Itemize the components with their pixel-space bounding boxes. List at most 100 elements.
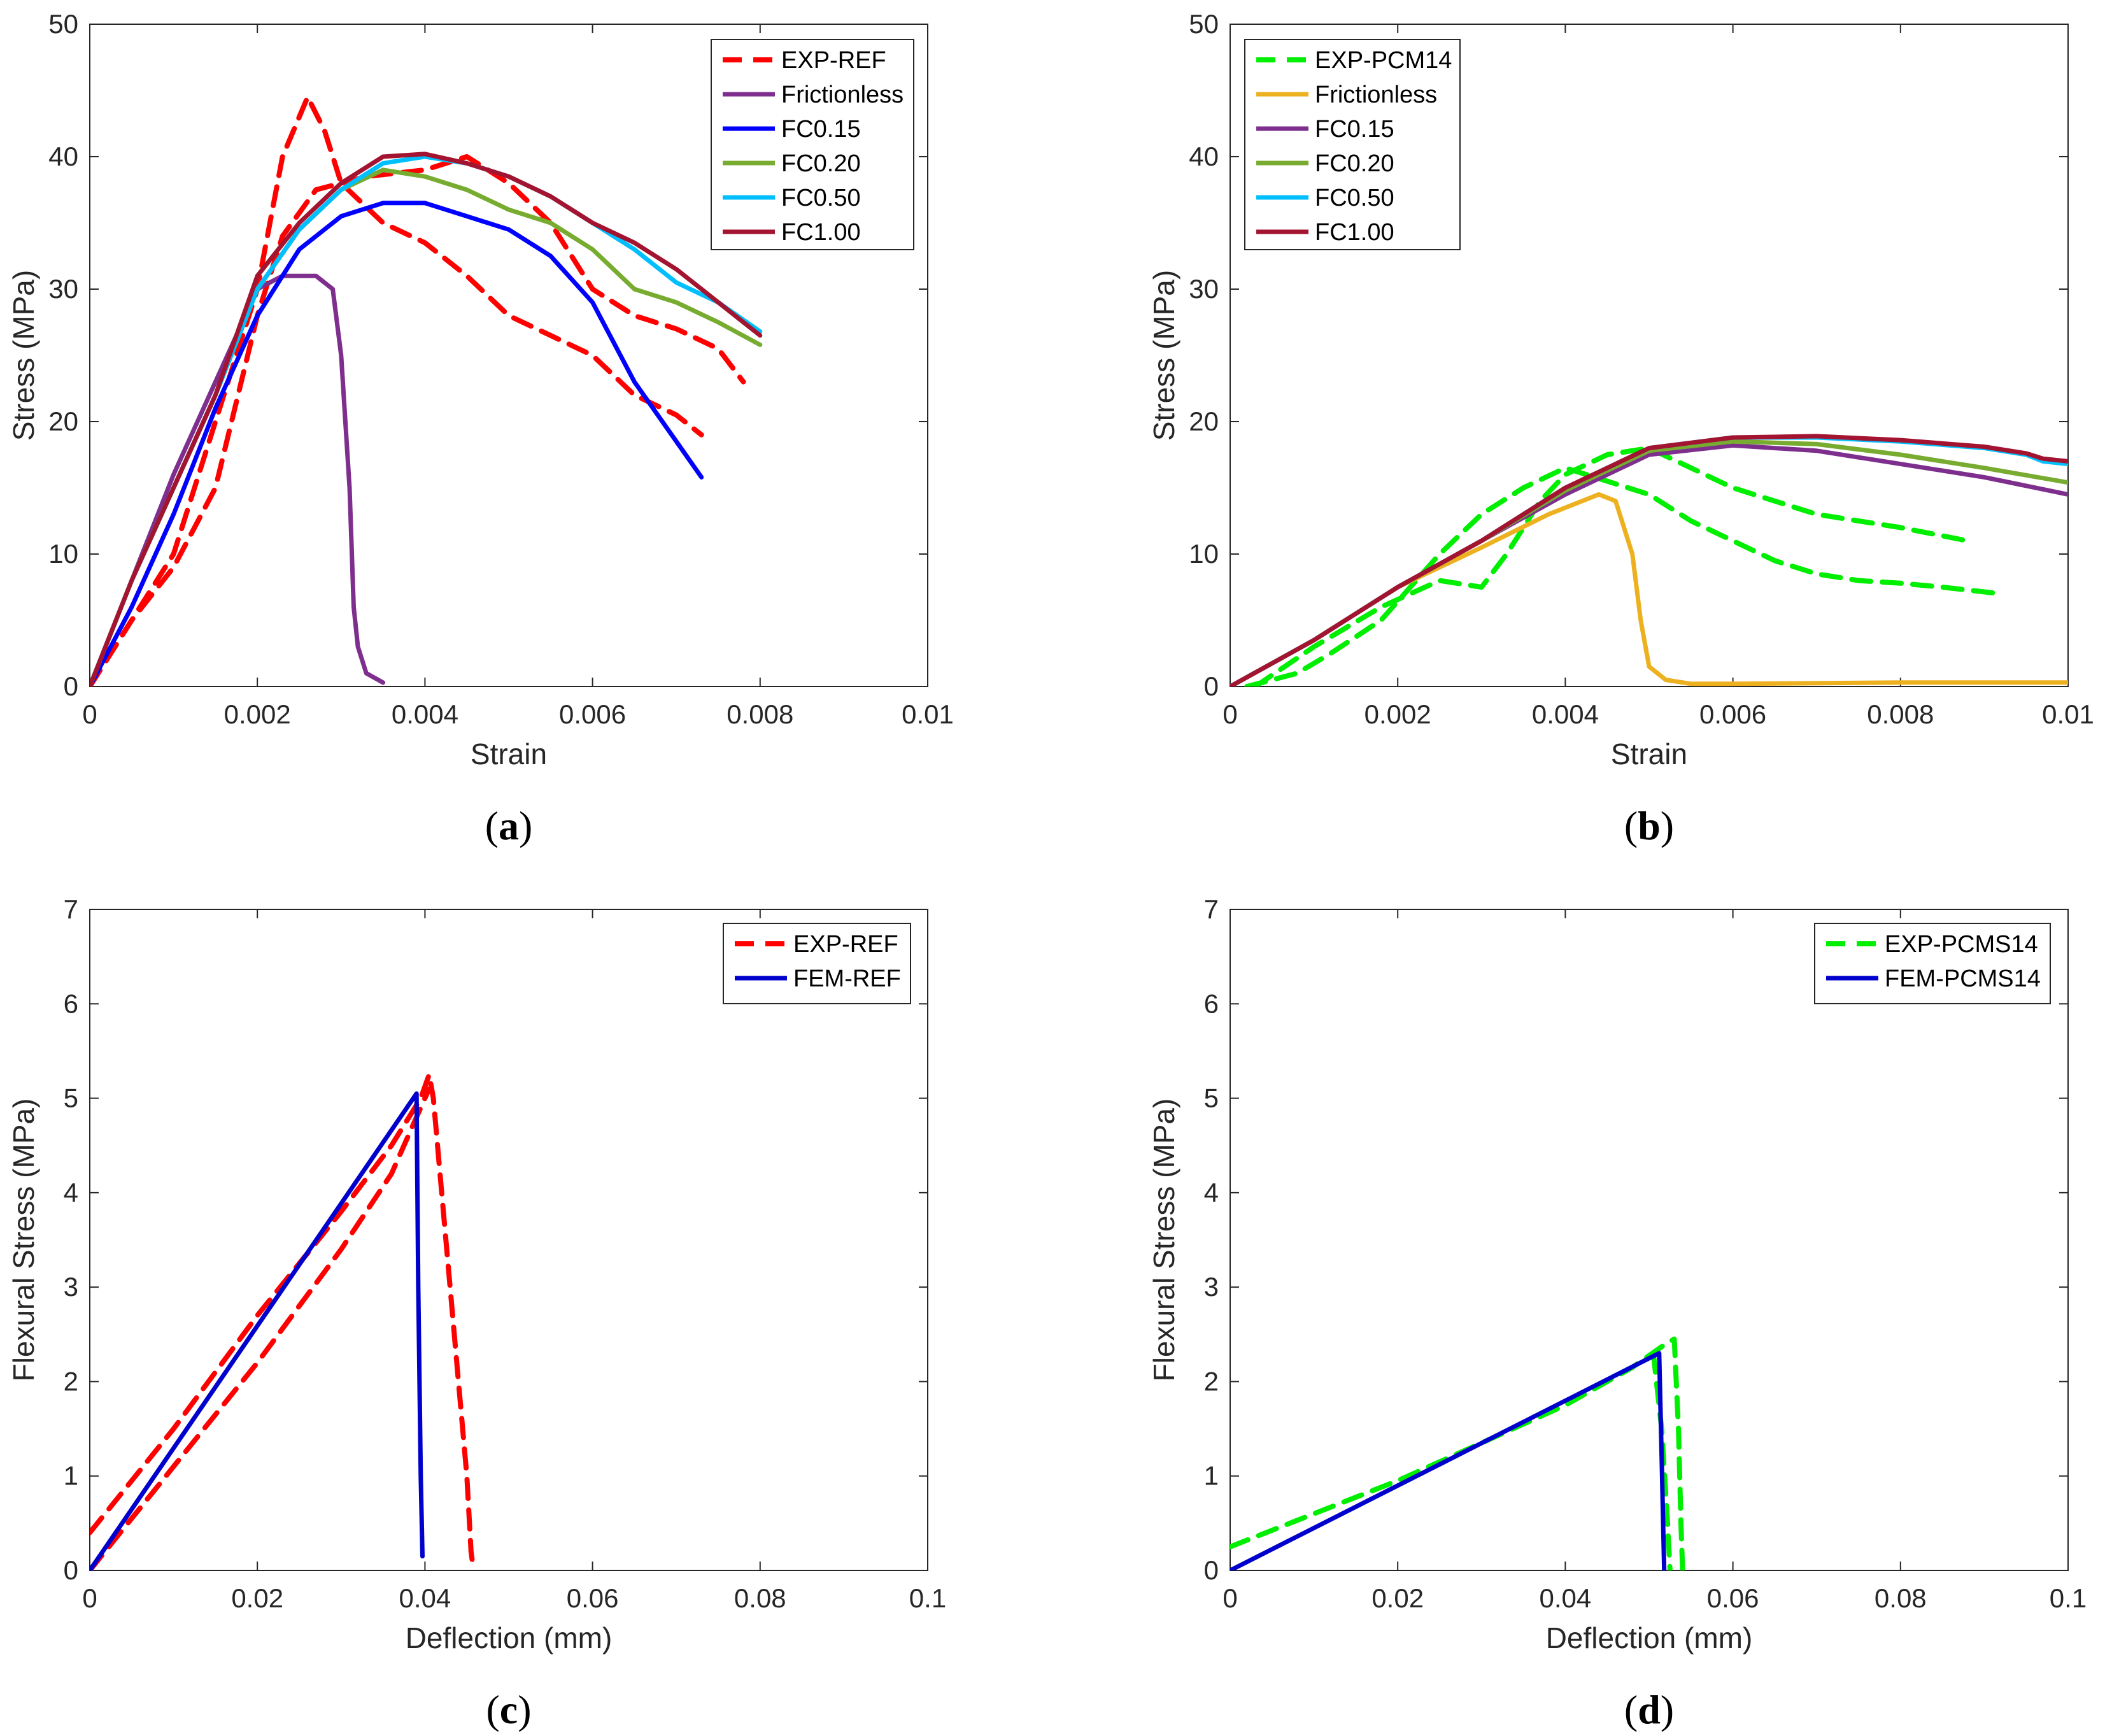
x-axis-label: Deflection (mm) bbox=[1546, 1621, 1753, 1654]
x-tick-label: 0.008 bbox=[726, 699, 793, 729]
y-tick-label: 0 bbox=[64, 1555, 78, 1585]
y-axis-label: Flexural Stress (MPa) bbox=[7, 1099, 40, 1382]
legend-box bbox=[1244, 39, 1461, 250]
legend-label: FC0.50 bbox=[781, 185, 861, 211]
x-tick-label: 0.06 bbox=[1707, 1583, 1759, 1613]
y-tick-label: 10 bbox=[48, 539, 78, 569]
x-tick-label: 0.006 bbox=[1699, 699, 1766, 729]
y-tick-label: 5 bbox=[1204, 1083, 1219, 1113]
legend-box bbox=[1814, 923, 2051, 1004]
y-tick-label: 40 bbox=[48, 141, 78, 171]
y-axis-label: Stress (MPa) bbox=[1147, 270, 1180, 441]
legend: EXP-REF FEM-REF bbox=[723, 923, 911, 1004]
series-line-fc1-00 bbox=[1230, 434, 2068, 687]
x-tick-label: 0.006 bbox=[559, 699, 626, 729]
x-tick-label: 0.002 bbox=[1364, 699, 1431, 729]
x-tick-label: 0.01 bbox=[902, 699, 954, 729]
legend-box bbox=[711, 39, 914, 250]
x-tick-label: 0.08 bbox=[734, 1583, 786, 1613]
series-line-exp-pcm14 bbox=[1252, 445, 1971, 687]
series-line-exp-pcm14 bbox=[1244, 465, 2004, 687]
y-tick-label: 20 bbox=[1189, 406, 1219, 436]
y-tick-label: 4 bbox=[1204, 1177, 1219, 1207]
legend-box bbox=[723, 923, 911, 1004]
series-line-exp-ref bbox=[90, 1072, 476, 1570]
x-tick-label: 0.008 bbox=[1867, 699, 1934, 729]
y-tick-label: 20 bbox=[48, 406, 78, 436]
x-tick-label: 0 bbox=[82, 699, 97, 729]
legend: EXP-PCMS14 FEM-PCMS14 bbox=[1814, 923, 2051, 1004]
series-line-exp-ref bbox=[90, 154, 746, 687]
y-tick-label: 40 bbox=[1189, 141, 1219, 171]
chart-panel-d: 0 0.02 0.04 0.06 0.08 0.1 0 1 2 3 4 5 6 7 Deflection (… bbox=[1147, 894, 2087, 1732]
legend-label: FC1.00 bbox=[1315, 219, 1394, 246]
y-tick-label: 50 bbox=[1189, 9, 1219, 39]
y-tick-label: 6 bbox=[1204, 988, 1219, 1018]
legend-label: FC0.20 bbox=[1315, 150, 1394, 177]
legend-label: Frictionless bbox=[1315, 82, 1437, 108]
y-tick-label: 3 bbox=[64, 1272, 78, 1302]
series-group bbox=[1230, 1336, 1685, 1570]
x-tick-label: 0.004 bbox=[1532, 699, 1599, 729]
x-tick-label: 0.1 bbox=[2050, 1583, 2087, 1613]
series-line-fem-pcms14 bbox=[1230, 1351, 1667, 1570]
x-tick-label: 0.004 bbox=[392, 699, 458, 729]
legend-label: Frictionless bbox=[781, 82, 904, 108]
x-axis-label: Deflection (mm) bbox=[406, 1621, 613, 1654]
y-tick-label: 4 bbox=[64, 1177, 78, 1207]
series-line-fem-ref bbox=[90, 1091, 425, 1570]
y-axis-label: Stress (MPa) bbox=[7, 270, 40, 441]
y-tick-label: 10 bbox=[1189, 539, 1219, 569]
x-tick-label: 0.1 bbox=[909, 1583, 946, 1613]
y-tick-label: 7 bbox=[1204, 894, 1219, 924]
y-axis-label: Flexural Stress (MPa) bbox=[1147, 1099, 1180, 1382]
legend-label: FC0.20 bbox=[781, 150, 861, 177]
plot-area bbox=[1230, 909, 2069, 1571]
legend-label: FC1.00 bbox=[781, 219, 861, 246]
x-tick-label: 0.04 bbox=[399, 1583, 451, 1613]
plot-area bbox=[89, 909, 928, 1571]
x-tick-label: 0.04 bbox=[1540, 1583, 1592, 1613]
legend-label: FC0.15 bbox=[1315, 116, 1394, 143]
legend-label: FEM-PCMS14 bbox=[1885, 965, 2041, 992]
x-tick-label: 0.01 bbox=[2042, 699, 2094, 729]
y-tick-label: 2 bbox=[1204, 1366, 1219, 1396]
x-axis-label: Strain bbox=[1611, 737, 1687, 771]
x-tick-label: 0.08 bbox=[1875, 1583, 1927, 1613]
panel-caption: (b) bbox=[1624, 803, 1674, 848]
x-tick-label: 0.06 bbox=[567, 1583, 619, 1613]
series-group bbox=[90, 1072, 476, 1570]
y-tick-label: 2 bbox=[64, 1366, 78, 1396]
series-line-exp-pcms14 bbox=[1650, 1350, 1673, 1570]
panel-caption: (a) bbox=[485, 803, 533, 848]
x-tick-label: 0 bbox=[82, 1583, 97, 1613]
y-tick-label: 6 bbox=[64, 988, 78, 1018]
y-tick-label: 50 bbox=[48, 9, 78, 39]
chart-panel-a: 0 0.002 0.004 0.006 0.008 0.01 0 10 20 30 40 50 Stra… bbox=[7, 9, 954, 848]
y-tick-label: 0 bbox=[1204, 671, 1219, 701]
legend-label: EXP-REF bbox=[781, 47, 886, 74]
legend-label: EXP-PCMS14 bbox=[1885, 931, 2038, 958]
legend: EXP-REF Frictionless FC0.15 FC0.20 FC0.50 FC1… bbox=[711, 39, 914, 250]
y-tick-label: 30 bbox=[48, 274, 78, 304]
legend-label: FC0.50 bbox=[1315, 185, 1394, 211]
y-tick-label: 3 bbox=[1204, 1272, 1219, 1302]
panel-caption: (d) bbox=[1624, 1687, 1674, 1732]
series-group bbox=[90, 94, 763, 687]
y-tick-label: 1 bbox=[64, 1461, 78, 1491]
y-tick-label: 1 bbox=[1204, 1461, 1219, 1491]
series-line-exp-ref bbox=[90, 94, 704, 687]
legend: EXP-PCM14 Frictionless FC0.15 FC0.20 FC0.50 F… bbox=[1244, 39, 1461, 250]
legend-label: FC0.15 bbox=[781, 116, 861, 143]
y-tick-label: 30 bbox=[1189, 274, 1219, 304]
legend-label: FEM-REF bbox=[793, 965, 901, 992]
chart-panel-c: 0 0.02 0.04 0.06 0.08 0.1 0 1 2 3 4 5 6 7 Deflection (… bbox=[7, 894, 946, 1732]
y-tick-label: 5 bbox=[64, 1083, 78, 1113]
series-line-frictionless bbox=[90, 273, 386, 687]
y-tick-label: 0 bbox=[1204, 1555, 1219, 1585]
x-tick-label: 0.002 bbox=[224, 699, 291, 729]
x-axis-label: Strain bbox=[471, 737, 547, 771]
x-tick-label: 0 bbox=[1223, 699, 1237, 729]
y-tick-label: 7 bbox=[64, 894, 78, 924]
